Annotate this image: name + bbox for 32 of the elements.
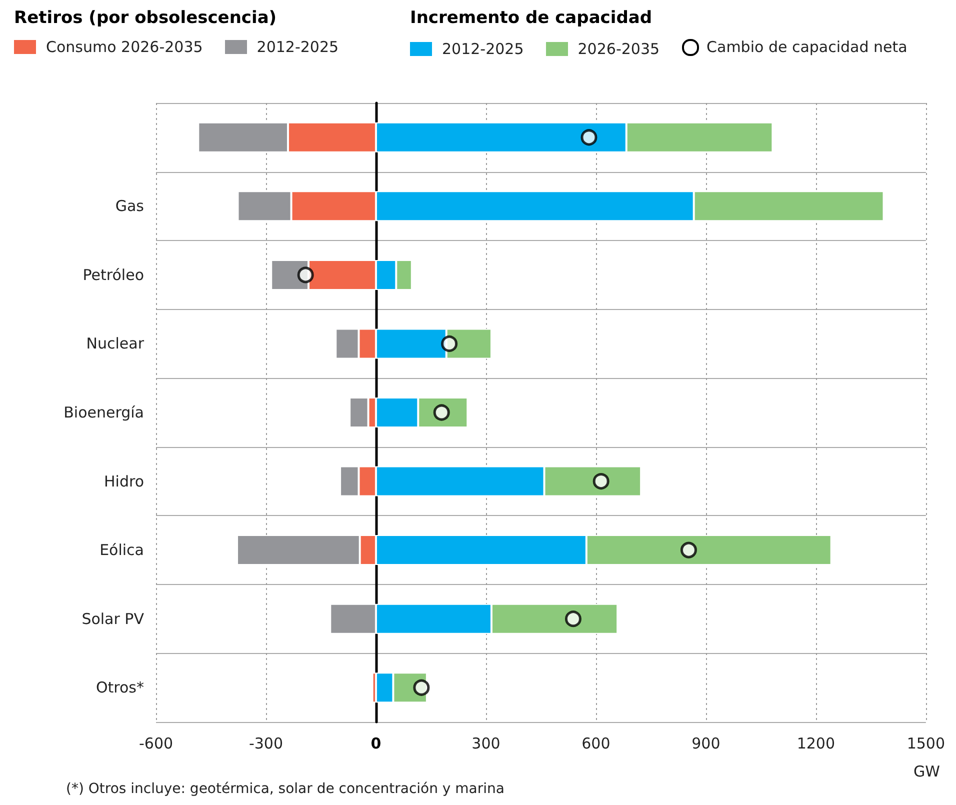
text: Incremento de capacidad [410,8,654,28]
x-axis-title: GW [914,762,940,780]
point [441,335,458,352]
point [413,679,430,696]
y-tick-label: Eólica [100,541,144,560]
y-tick-label: Gas [115,197,144,216]
legend-label: 2012-2025 [442,40,524,58]
y-tick-label: Bioenergía [64,404,144,422]
text: (*) Otros incluye: geotérmica, solar de concentración y marina [66,781,504,797]
point [680,542,697,558]
legend-label: Consumo 2026-2035 [46,38,203,56]
x-tick-label: -300 [248,734,284,752]
y-tick-label: Hidro [104,472,144,490]
legend-label: 2026-2035 [578,40,660,58]
x-tick-label: 300 [472,734,500,752]
y-tick-label: Nuclear [86,334,145,353]
point [580,129,598,146]
x-tick-label: -600 [138,734,174,752]
point [592,473,610,490]
y-tick-label: Otros* [96,678,144,697]
legend-label: Cambio de capacidad neta [706,38,908,56]
text: Retiros (por obsolescencia) [14,8,278,28]
x-tick-label: 1500 [906,734,946,752]
x-tick-label: 900 [692,734,720,752]
point [564,610,582,628]
x-tick-label: 0 [370,734,382,752]
x-tick-label: 600 [582,734,610,752]
point [297,266,314,284]
y-tick-label: Petróleo [82,266,144,284]
legend-label: 2012-2025 [256,38,339,56]
x-tick-label: 1200 [796,734,836,752]
y-tick-label: Solar PV [82,610,145,628]
